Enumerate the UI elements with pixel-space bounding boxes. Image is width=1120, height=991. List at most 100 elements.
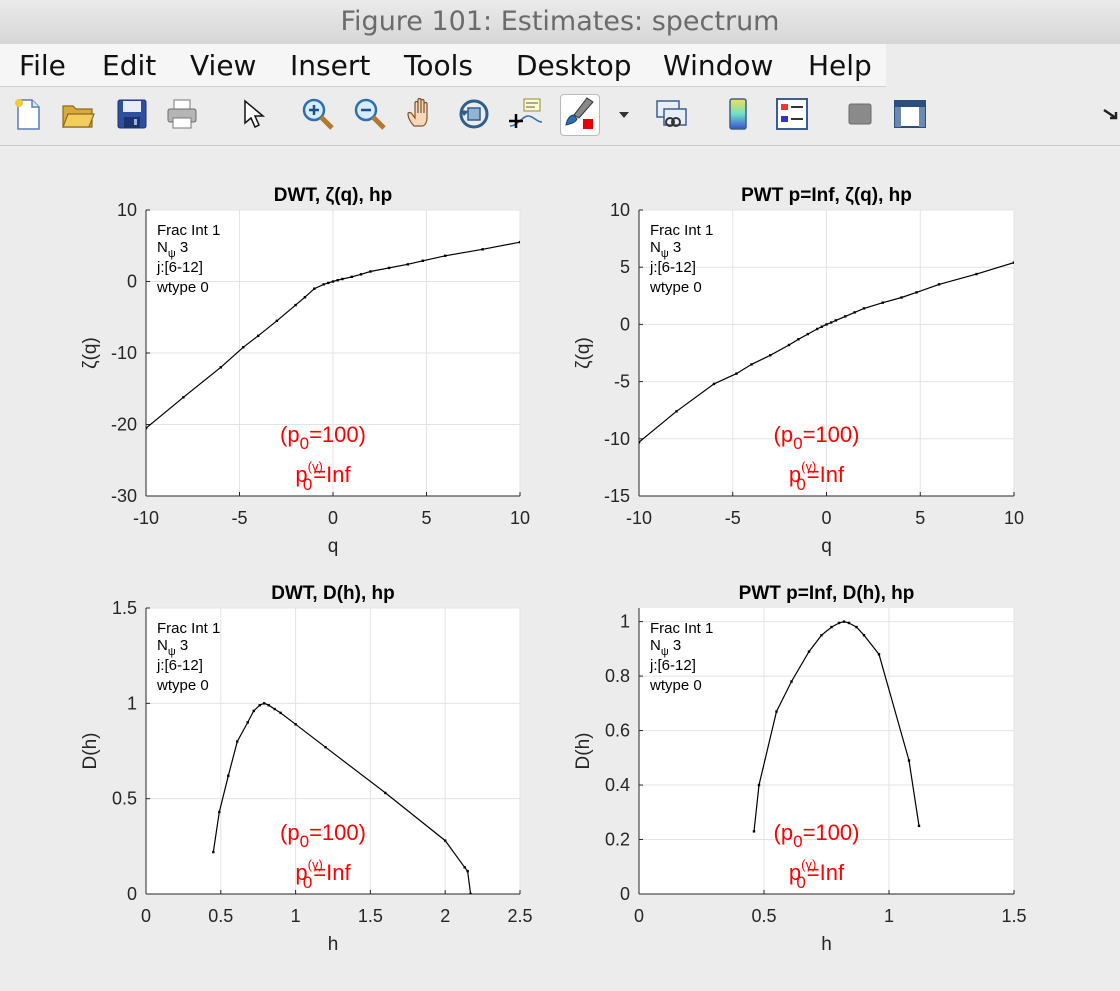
data-point	[915, 291, 918, 294]
data-point	[829, 321, 833, 324]
zoom-in-icon[interactable]	[300, 96, 336, 132]
menu-tools[interactable]: Tools	[404, 49, 473, 82]
save-icon[interactable]	[114, 96, 150, 132]
data-point	[769, 354, 772, 357]
info-wtype: wtype 0	[649, 677, 702, 694]
y-tick-label: 0.5	[112, 789, 137, 809]
x-tick-label: -5	[231, 508, 247, 528]
brush-dropdown-icon[interactable]	[606, 96, 629, 132]
y-tick-label: -10	[604, 429, 630, 449]
data-point	[444, 839, 447, 842]
y-tick-label: 0	[127, 272, 137, 292]
info-n-value: 3	[669, 637, 682, 654]
plot-background	[146, 608, 520, 894]
menu-help[interactable]: Help	[808, 49, 872, 82]
menu-insert[interactable]: Insert	[290, 49, 371, 82]
menu-desktop[interactable]: Desktop	[516, 49, 632, 82]
data-point	[775, 710, 778, 713]
y-tick-label: 1	[620, 612, 630, 632]
data-point	[262, 702, 266, 705]
info-n-psi: Nψ 3	[650, 637, 681, 658]
x-tick-label: 1.5	[358, 906, 383, 926]
brush-icon[interactable]	[560, 94, 600, 136]
hide-plot-tools-icon[interactable]	[842, 96, 878, 132]
info-psi-sub: ψ	[661, 646, 669, 658]
data-point	[830, 625, 833, 629]
chart-title: PWT p=Inf, D(h), hp	[739, 583, 915, 604]
info-n-value: 3	[176, 637, 189, 654]
subplot-4[interactable]: 0 0.5 1 1.5 0 0.2 0.4 0.6 0.8 1 PWT p=Inf, D(h), h…	[573, 583, 1027, 955]
data-point	[917, 824, 921, 828]
info-wtype: wtype 0	[156, 677, 209, 694]
data-point	[273, 707, 276, 711]
menu-bar-filler	[886, 44, 1120, 86]
data-point	[855, 625, 858, 629]
x-tick-label: 2.5	[507, 906, 532, 926]
window-title: Figure 101: Estimates: spectrum	[340, 6, 780, 37]
info-n-value: 3	[669, 239, 682, 256]
dock-arrow-icon[interactable]	[1094, 96, 1118, 132]
data-cursor-icon[interactable]	[508, 96, 544, 132]
data-point	[294, 303, 297, 307]
series-line	[212, 702, 472, 894]
data-point	[275, 319, 279, 323]
data-point	[279, 711, 282, 715]
colorbar-icon[interactable]	[720, 96, 756, 132]
y-tick-label: -20	[111, 415, 137, 435]
x-tick-label: 0	[634, 906, 644, 926]
x-tick-label: -10	[133, 508, 159, 528]
series-group	[752, 620, 921, 833]
menu-file[interactable]: File	[19, 49, 66, 82]
data-point	[324, 745, 327, 749]
data-point	[246, 721, 249, 724]
data-point	[258, 704, 261, 707]
open-file-icon[interactable]	[60, 96, 96, 132]
p0-gamma-annotation: p(γ) 0=Inf	[295, 459, 351, 494]
data-point	[313, 287, 316, 290]
data-point	[242, 346, 245, 349]
y-tick-label: 0	[620, 314, 630, 334]
info-psi-sub: ψ	[661, 248, 669, 260]
data-point	[820, 325, 824, 328]
x-tick-label: 5	[915, 508, 925, 528]
info-frac-int: Frac Int 1	[157, 222, 220, 239]
legend-icon[interactable]	[774, 96, 810, 132]
data-point	[481, 248, 484, 251]
y-tick-label: 5	[620, 257, 630, 277]
pointer-icon[interactable]	[236, 96, 272, 132]
p0-gamma-annotation: p(γ) 0=Inf	[789, 459, 845, 494]
data-point	[975, 272, 978, 276]
p0-gamma-annotation: p(γ) 0=Inf	[789, 857, 845, 892]
rotate-3d-icon[interactable]	[456, 96, 492, 132]
info-n-value: 3	[176, 239, 189, 256]
data-point	[837, 621, 841, 625]
y-axis-label: ζ(q)	[80, 337, 101, 369]
info-frac-int: Frac Int 1	[650, 620, 713, 637]
new-figure-icon[interactable]	[10, 96, 46, 132]
x-tick-label: 1	[884, 906, 894, 926]
y-tick-label: 0	[127, 884, 137, 904]
data-point	[466, 869, 469, 873]
show-plot-tools-icon[interactable]	[892, 96, 928, 132]
x-axis-label: h	[821, 934, 832, 955]
data-point	[735, 372, 738, 375]
chart-title: DWT, D(h), hp	[271, 583, 394, 604]
print-icon[interactable]	[164, 96, 200, 132]
data-point	[267, 704, 270, 707]
zoom-out-icon[interactable]	[352, 96, 388, 132]
series-group	[212, 702, 472, 894]
menu-window[interactable]: Window	[663, 49, 774, 82]
subplot-1[interactable]: -10 -5 0 5 10 -30 -20 -10 0 10 DWT, ζ(q), hp q ζ(q) F…	[80, 185, 530, 557]
pan-icon[interactable]	[404, 96, 440, 132]
data-point	[212, 850, 215, 854]
data-point	[790, 680, 793, 683]
info-wtype: wtype 0	[156, 279, 209, 296]
menu-view[interactable]: View	[190, 49, 257, 82]
data-point	[797, 338, 800, 341]
menu-edit[interactable]: Edit	[102, 49, 157, 82]
x-tick-label: 10	[510, 508, 530, 528]
link-plot-icon[interactable]	[654, 96, 690, 132]
subplot-3[interactable]: 0 0.5 1 1.5 2 2.5 0 0.5 1 1.5 DWT, D(h), hp h D(h) Fr…	[80, 583, 533, 955]
